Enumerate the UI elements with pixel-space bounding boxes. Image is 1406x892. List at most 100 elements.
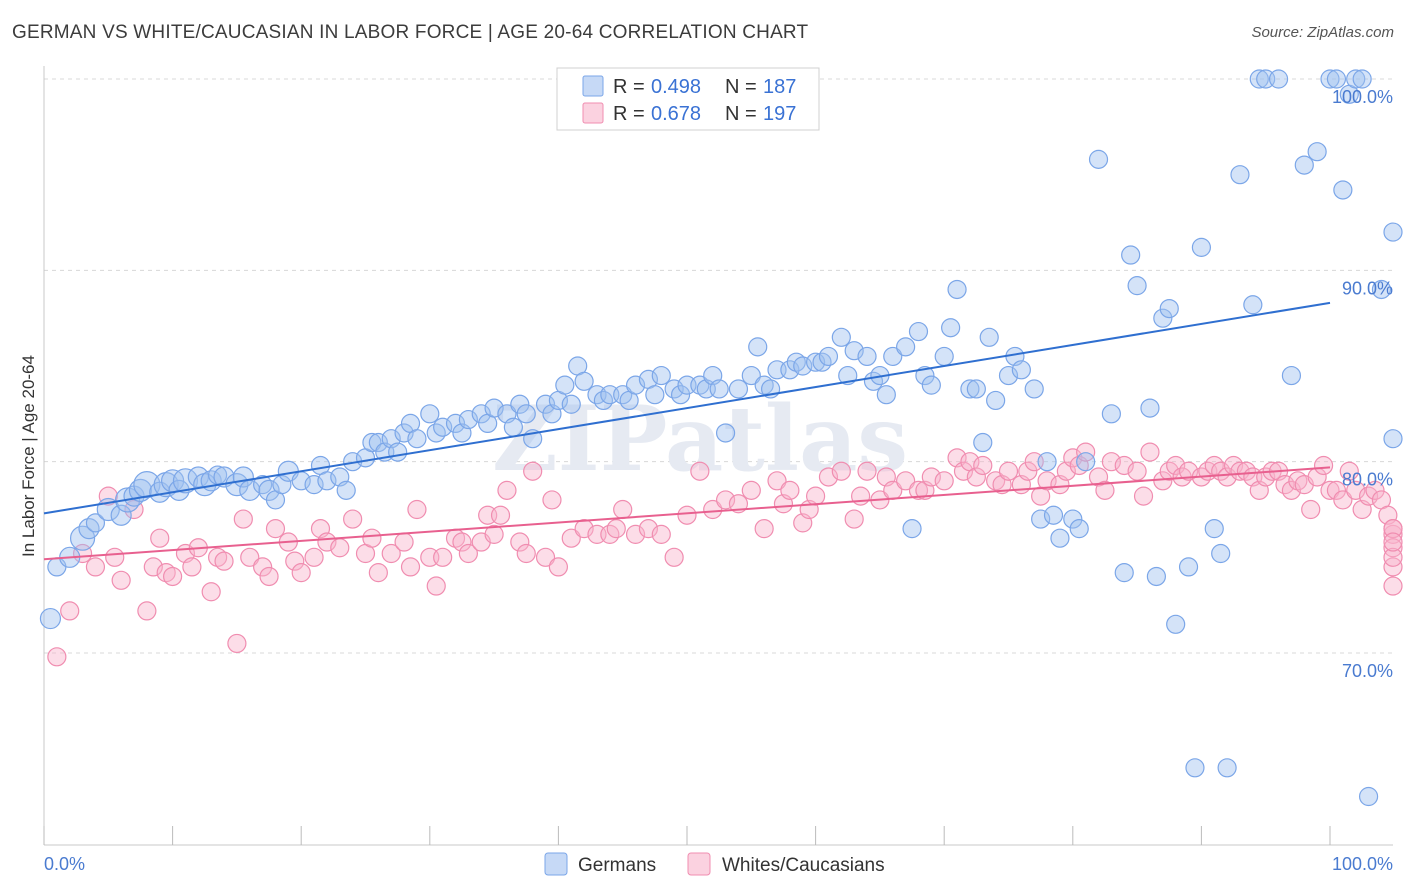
german-point-95 [818,346,839,367]
white-point-5 [105,547,125,567]
german-point-33 [317,471,337,491]
german-point-111 [947,279,967,300]
white-point-157 [1383,519,1403,539]
german-point-64 [561,394,581,414]
legend-n-label-1: N = [725,76,757,98]
white-point-66 [664,547,684,567]
german-point-123 [1043,505,1064,525]
white-point-44 [452,532,472,552]
white-point-12 [163,566,183,587]
white-point-10 [150,528,170,548]
german-point-7 [110,504,132,526]
german-point-151 [1307,142,1327,162]
white-point-153 [1383,524,1403,544]
german-point-139 [1185,758,1205,778]
german-point-160 [1383,429,1403,449]
x-tick-label-max: 100.0% [1332,854,1393,874]
german-point-84 [728,379,749,399]
german-point-130 [1114,563,1134,583]
trend-layer [43,301,1331,561]
series-legend: Germans Whites/Caucasians [544,852,885,876]
white-point-79 [805,486,826,506]
bottom-legend-swatch-whites [687,852,711,876]
german-point-39 [368,432,388,453]
german-point-132 [1127,276,1147,296]
german-point-150 [1294,155,1314,175]
correlation-legend: R = 0.498 N = 187 R = 0.678 N = 197 [556,67,820,131]
white-point-45 [458,543,478,564]
legend-n-label-2: N = [725,103,757,125]
german-point-134 [1146,566,1166,587]
white-point-146 [1339,461,1359,481]
german-point-122 [1037,452,1057,472]
white-point-91 [921,467,941,487]
german-point-11 [133,471,161,499]
german-point-141 [1204,519,1224,539]
white-point-22 [253,557,273,577]
german-point-26 [258,479,280,501]
white-point-38 [400,557,421,577]
german-point-138 [1178,557,1199,577]
german-point-96 [831,327,851,347]
german-point-21 [213,466,235,488]
german-point-105 [902,519,922,539]
white-point-56 [548,557,569,577]
german-point-136 [1159,299,1179,319]
white-point-69 [703,499,723,520]
white-point-0 [47,647,67,667]
german-point-153 [1326,69,1347,89]
german-point-161 [1383,222,1403,242]
german-point-133 [1140,398,1160,418]
white-point-70 [715,490,736,510]
german-point-56 [503,417,523,437]
white-point-37 [394,532,414,552]
bottom-legend-swatch-germans [544,852,568,876]
white-point-143 [1320,480,1340,500]
white-point-19 [227,633,247,654]
y-tick-labels: 70.0% 80.0% 90.0% 100.0% [1332,87,1393,681]
white-point-32 [343,509,363,529]
white-point-115 [1127,461,1147,481]
legend-r-label-2: R = [613,103,645,125]
german-point-102 [876,385,896,405]
german-point-104 [896,337,916,357]
white-point-6 [111,570,131,590]
chart-source: Source: ZipAtlas.com [1251,24,1394,41]
white-point-1 [60,601,80,621]
white-point-142 [1313,455,1334,476]
german-point-83 [715,423,736,443]
german-points-group [39,69,1403,807]
y-axis-label: In Labor Force | Age 20-64 [19,355,38,557]
german-trend-line [43,301,1331,515]
german-point-112 [960,379,980,399]
german-point-129 [1101,404,1121,424]
german-point-42 [388,442,408,462]
german-point-121 [1031,509,1051,529]
watermark: ZIPatlas [492,386,908,492]
german-point-140 [1191,237,1212,257]
white-point-61 [606,519,626,539]
white-point-117 [1140,442,1160,462]
white-point-102 [1018,461,1038,481]
german-point-148 [1268,69,1289,89]
german-point-127 [1076,452,1096,472]
white-point-62 [613,499,633,520]
german-point-135 [1153,308,1173,328]
white-point-96 [966,467,986,487]
german-point-149 [1281,365,1302,386]
white-point-42 [433,547,453,567]
german-point-119 [1011,360,1031,380]
white-point-145 [1333,490,1353,510]
white-point-160 [1383,532,1403,552]
german-point-159 [1371,279,1392,300]
bottom-legend-label-whites: Whites/Caucasians [722,855,885,876]
axis-layer [43,66,1393,846]
german-point-46 [420,404,440,424]
white-point-89 [908,480,929,500]
white-point-36 [381,543,401,564]
white-point-34 [362,528,382,548]
white-point-140 [1301,499,1321,520]
german-point-60 [535,394,556,414]
y-tick-label-2: 90.0% [1342,278,1393,298]
